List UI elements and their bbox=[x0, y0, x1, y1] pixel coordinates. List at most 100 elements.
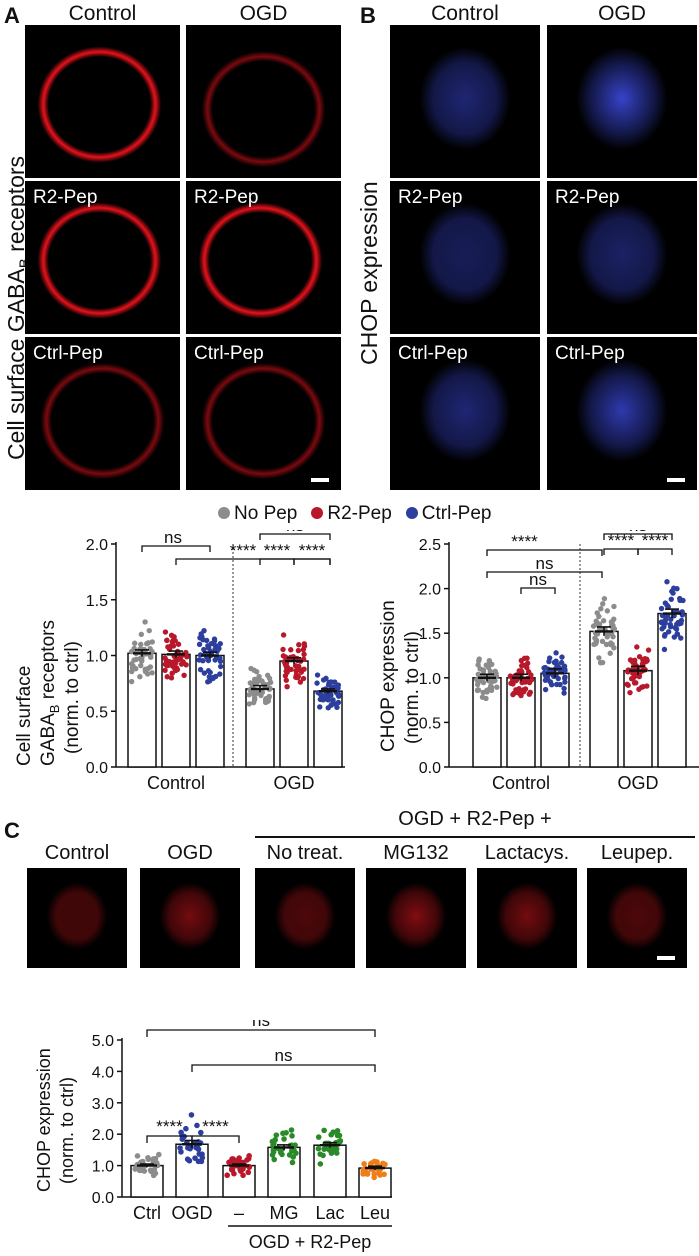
panel-c-header-4: Lactacys. bbox=[484, 842, 570, 864]
data-point bbox=[546, 655, 553, 661]
significance-label: **** bbox=[230, 541, 257, 560]
data-point bbox=[551, 659, 558, 666]
panel-c-header-2: No treat. bbox=[266, 842, 344, 864]
x-group-label: OGD bbox=[617, 773, 658, 793]
data-point bbox=[518, 657, 525, 664]
image-row-label: R2-Pep bbox=[555, 187, 620, 208]
significance-label: ns bbox=[529, 570, 547, 589]
data-point bbox=[289, 1133, 295, 1139]
data-point bbox=[360, 1171, 366, 1177]
significance-bracket bbox=[520, 587, 556, 594]
data-point bbox=[224, 1172, 230, 1179]
data-point bbox=[152, 1155, 159, 1162]
data-point bbox=[136, 1167, 143, 1174]
legend-item-no-pep: No Pep bbox=[218, 503, 297, 525]
data-point bbox=[476, 656, 482, 662]
data-point bbox=[335, 692, 341, 698]
data-point bbox=[246, 701, 252, 707]
data-point bbox=[662, 600, 669, 606]
data-point bbox=[170, 643, 177, 649]
data-point bbox=[240, 1172, 246, 1179]
data-point bbox=[336, 1132, 343, 1139]
data-point bbox=[128, 661, 135, 667]
data-point bbox=[508, 680, 514, 686]
data-point bbox=[599, 638, 606, 644]
data-point bbox=[283, 1129, 289, 1136]
panel-b-image-control-row3: Ctrl-Pep bbox=[390, 337, 540, 490]
data-point bbox=[627, 689, 633, 696]
data-point bbox=[561, 685, 567, 692]
data-point bbox=[164, 674, 170, 680]
bar bbox=[589, 630, 619, 768]
data-point bbox=[192, 1155, 198, 1161]
y-axis-label: Cell surface GABAB receptors (norm. to ctr… bbox=[14, 620, 83, 766]
data-point bbox=[330, 1129, 337, 1135]
significance-label: **** bbox=[642, 531, 669, 550]
y-axis-label-line2: (norm. to ctrl) bbox=[57, 1077, 77, 1184]
data-point bbox=[201, 670, 208, 676]
legend-marker bbox=[405, 507, 418, 519]
data-point bbox=[269, 1138, 276, 1145]
data-point bbox=[148, 1168, 154, 1175]
data-point bbox=[282, 654, 289, 660]
data-point bbox=[231, 1170, 237, 1177]
panel-c-header-5: Leupep. bbox=[600, 842, 674, 864]
data-point bbox=[208, 640, 215, 647]
y-tick-label: 1.0 bbox=[92, 1159, 114, 1176]
scale-bar bbox=[657, 956, 675, 960]
data-point bbox=[475, 671, 482, 677]
data-point bbox=[611, 603, 617, 610]
data-point bbox=[596, 655, 602, 661]
legend-item-r2-pep: R2-Pep bbox=[311, 503, 392, 525]
significance-bracket bbox=[486, 571, 603, 578]
x-group-label: Control bbox=[147, 773, 205, 793]
data-point bbox=[661, 633, 668, 639]
data-point bbox=[281, 1136, 287, 1142]
data-point bbox=[254, 677, 260, 683]
data-point bbox=[323, 675, 329, 682]
y-tick-label: 0.5 bbox=[86, 704, 108, 721]
data-point bbox=[561, 690, 567, 696]
data-point bbox=[600, 601, 606, 607]
data-point bbox=[658, 619, 665, 625]
panel-a-image-ogd-row2: R2-Pep bbox=[186, 181, 341, 334]
data-point bbox=[544, 673, 551, 680]
data-point bbox=[516, 668, 522, 674]
data-point bbox=[554, 681, 560, 688]
y-tick-label: 2.0 bbox=[419, 582, 441, 599]
x-group-label: OGD bbox=[273, 773, 314, 793]
image-row-label: Ctrl-Pep bbox=[555, 343, 625, 364]
y-tick-label: 1.0 bbox=[86, 649, 108, 666]
data-point bbox=[644, 683, 650, 689]
data-point bbox=[562, 679, 568, 685]
panel-c-image-2 bbox=[255, 868, 355, 968]
panel-a-image-control-row2: R2-Pep bbox=[25, 181, 180, 334]
data-point bbox=[665, 629, 672, 635]
panel-c-image-5 bbox=[587, 868, 687, 968]
panel-c-header-0: Control bbox=[44, 842, 110, 864]
data-point bbox=[128, 678, 135, 685]
data-point bbox=[601, 595, 608, 602]
panel-a-image-ogd-row1 bbox=[186, 25, 341, 178]
data-point bbox=[265, 698, 272, 704]
data-point bbox=[177, 1145, 183, 1151]
y-tick-label: 0.0 bbox=[86, 760, 108, 777]
chart-chop-expression-c: 0.0 1.0 2.0 3.0 4.0 5.0 Ctrl OGD – MG Lac Leu ns ns **… bbox=[34, 1020, 392, 1252]
data-point bbox=[217, 658, 224, 664]
data-point bbox=[334, 1127, 341, 1134]
y-tick-label: 1.0 bbox=[419, 671, 441, 688]
data-point bbox=[184, 1156, 191, 1163]
data-point bbox=[593, 639, 599, 645]
data-point bbox=[604, 608, 611, 614]
data-point bbox=[485, 664, 492, 671]
data-point bbox=[205, 679, 211, 685]
data-point bbox=[627, 657, 634, 663]
panel-c-letter: C bbox=[4, 818, 20, 843]
x-category-label: MG bbox=[270, 1203, 299, 1223]
data-point bbox=[145, 1156, 152, 1163]
panel-a-image-ogd-row3: Ctrl-Pep bbox=[186, 337, 341, 490]
data-point bbox=[298, 669, 305, 675]
data-point bbox=[162, 629, 169, 635]
data-point bbox=[361, 1161, 367, 1167]
data-point bbox=[678, 635, 684, 641]
